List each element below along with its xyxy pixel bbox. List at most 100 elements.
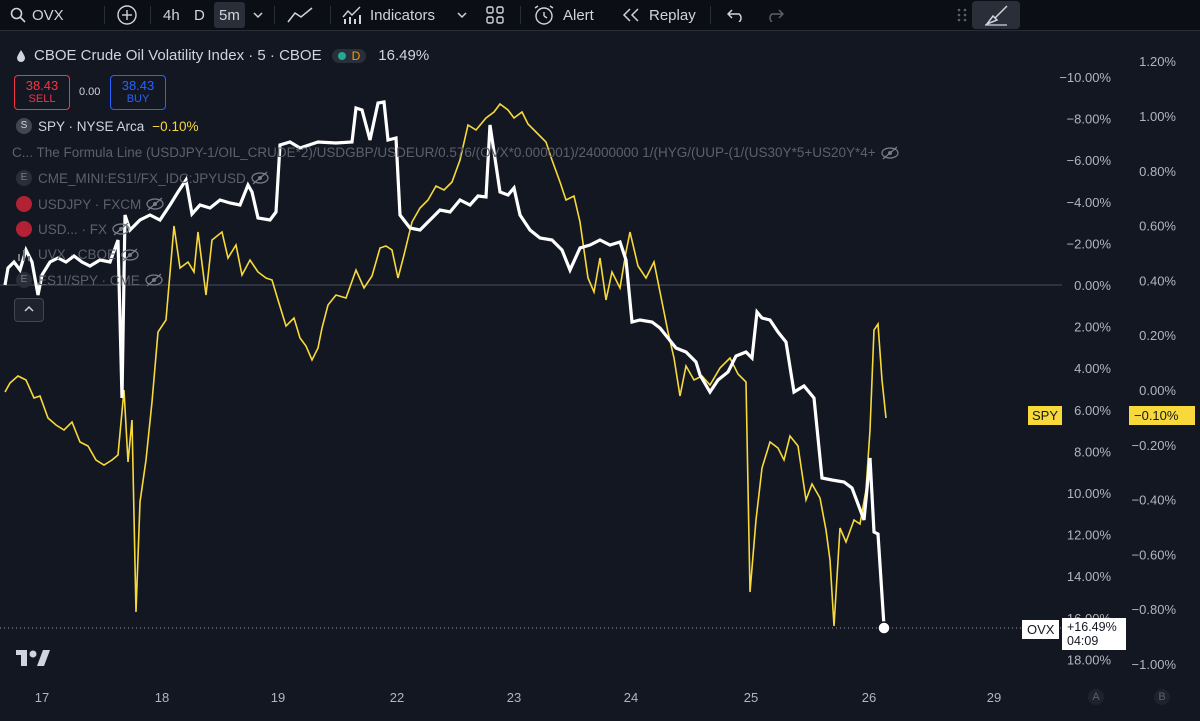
legend-row-formula[interactable]: C... The Formula Line (USDJPY-1/OIL_CRUD… — [12, 145, 900, 160]
redo-icon — [769, 9, 784, 22]
left-scale-tick: 14.00% — [1067, 569, 1112, 584]
buy-button[interactable]: 38.43 BUY — [110, 75, 166, 110]
spy-logo-icon: S — [16, 118, 32, 134]
compare-button[interactable] — [116, 0, 138, 30]
left-scale-tick: −8.00% — [1067, 112, 1112, 127]
legend-row-label: CME_MINI:ES1!/FX_IDC:JPYUSD — [38, 170, 246, 186]
ovx-value-tag: +16.49% 04:09 — [1062, 618, 1126, 650]
eye-hidden-icon[interactable] — [250, 171, 270, 185]
ovx-scale-tag: OVX — [1022, 620, 1060, 639]
undo-button[interactable] — [727, 0, 745, 30]
market-status-badge: D — [331, 48, 367, 63]
right-scale-tick: 0.60% — [1139, 219, 1176, 234]
drag-dots-icon — [957, 8, 967, 22]
replay-label: Replay — [649, 6, 696, 24]
drop-icon — [17, 49, 25, 62]
left-scale-tick: −4.00% — [1067, 195, 1112, 210]
indicators-dropdown[interactable] — [456, 0, 468, 30]
legend-row-usdjpy[interactable]: USDJPY · FXCM — [16, 196, 165, 212]
legend-row-spy[interactable]: S SPY · NYSE Arca −0.10% — [16, 118, 198, 134]
right-scale-tick: −0.40% — [1132, 493, 1177, 508]
chart-style-button[interactable] — [287, 0, 313, 30]
time-axis-tick: 24 — [624, 690, 638, 705]
right-scale-tick: 1.20% — [1139, 54, 1176, 69]
right-scale-tick: 0.80% — [1139, 164, 1176, 179]
status-dot — [337, 51, 346, 60]
ovx-countdown: 04:09 — [1067, 634, 1099, 648]
tradingview-logo[interactable] — [16, 648, 52, 673]
replay-button[interactable]: Replay — [621, 0, 696, 30]
eye-hidden-icon[interactable] — [111, 222, 131, 236]
search-icon — [10, 7, 26, 23]
left-scale-tick: 18.00% — [1067, 652, 1112, 667]
interval-4h[interactable]: 4h — [163, 6, 180, 24]
sell-price: 38.43 — [25, 78, 59, 93]
sell-button[interactable]: 38.43 SELL — [14, 75, 70, 110]
time-axis-tick: 22 — [390, 690, 404, 705]
eye-hidden-icon[interactable] — [880, 146, 900, 160]
legend-row-value: −0.10% — [152, 118, 199, 134]
sell-label: SELL — [28, 93, 56, 105]
time-axis-tick: 29 — [987, 690, 1001, 705]
tradingview-logo-icon — [16, 650, 50, 666]
eye-hidden-icon[interactable] — [120, 248, 140, 262]
collapse-legend-button[interactable] — [14, 298, 44, 322]
price-chart[interactable]: −10.00% −8.00% −6.00% −4.00% −2.00% 0.00% 2.00… — [0, 31, 1200, 716]
ovx-series-line — [3, 100, 886, 627]
rewind-icon — [622, 8, 639, 22]
indicators-button[interactable]: Indicators — [342, 0, 435, 30]
left-scale-tick: 8.00% — [1074, 444, 1111, 459]
left-scale-tick: 12.00% — [1067, 528, 1112, 543]
left-scale-tick: 2.00% — [1074, 320, 1111, 335]
redo-button[interactable] — [766, 0, 784, 30]
main-legend[interactable]: CBOE Crude Oil Volatility Index · 5 · CB… — [16, 47, 429, 64]
alert-button[interactable]: Alert — [533, 0, 594, 30]
legend-row-usd-fx[interactable]: USD... · FX — [16, 221, 131, 237]
alert-label: Alert — [563, 6, 594, 24]
interval-5m[interactable]: 5m — [214, 2, 245, 28]
legend-row-uvx[interactable]: UVX · CBOE — [16, 247, 140, 262]
right-scale-tick: −0.20% — [1132, 438, 1177, 453]
left-scale-tick: 10.00% — [1067, 486, 1112, 501]
buy-price: 38.43 — [121, 78, 155, 93]
legend-row-label: USDJPY · FXCM — [38, 196, 142, 212]
right-scale-tick: −0.80% — [1132, 602, 1177, 617]
time-axis-tick: 19 — [271, 690, 285, 705]
symbol-search[interactable]: OVX — [10, 0, 64, 30]
interval-d[interactable]: D — [194, 6, 205, 24]
left-scale-tick: −10.00% — [1059, 70, 1111, 85]
plus-circle-icon — [117, 5, 137, 25]
right-scale-tick: 0.00% — [1139, 383, 1176, 398]
us-flag-icon — [16, 221, 32, 237]
spy-value-tag: −0.10% — [1129, 406, 1195, 425]
alarm-clock-icon — [534, 5, 554, 25]
eye-hidden-icon[interactable] — [145, 197, 165, 211]
time-axis-tick: 17 — [35, 690, 49, 705]
b-scale-button[interactable]: B — [1154, 689, 1170, 705]
spy-series-line — [4, 102, 887, 627]
symbol-label: OVX — [32, 6, 64, 24]
time-axis-tick: 26 — [862, 690, 876, 705]
brush-tool-button[interactable] — [972, 1, 1020, 29]
right-scale-tick: −0.60% — [1132, 547, 1177, 562]
layouts-button[interactable] — [485, 0, 505, 30]
top-toolbar: OVX 4h D 5m Indicators Alert Replay — [0, 0, 1200, 31]
undo-icon — [727, 9, 742, 22]
chevron-up-icon — [24, 305, 34, 312]
interval-dropdown[interactable] — [252, 0, 264, 30]
legend-row-es-jpy[interactable]: E CME_MINI:ES1!/FX_IDC:JPYUSD — [16, 170, 270, 186]
chart-pane[interactable]: −10.00% −8.00% −6.00% −4.00% −2.00% 0.00% 2.00… — [0, 31, 1200, 716]
chevron-down-icon — [253, 12, 263, 19]
auto-scale-button[interactable]: A — [1088, 689, 1104, 705]
legend-row-label: C... The Formula Line (USDJPY-1/OIL_CRUD… — [12, 145, 876, 160]
badge-letter: D — [351, 48, 361, 63]
legend-row-label: ES1!/SPY · CME — [38, 272, 140, 288]
e-logo-icon: E — [16, 170, 32, 186]
main-series-title: CBOE Crude Oil Volatility Index · 5 · CB… — [34, 47, 322, 64]
eye-hidden-icon[interactable] — [144, 273, 164, 287]
drag-handle[interactable] — [957, 0, 967, 30]
legend-row-es-spy[interactable]: E ES1!/SPY · CME — [16, 272, 164, 288]
left-scale-tick: 4.00% — [1074, 361, 1111, 376]
spread-value: 0.00 — [79, 86, 101, 98]
right-scale-tick: 1.00% — [1139, 109, 1176, 124]
